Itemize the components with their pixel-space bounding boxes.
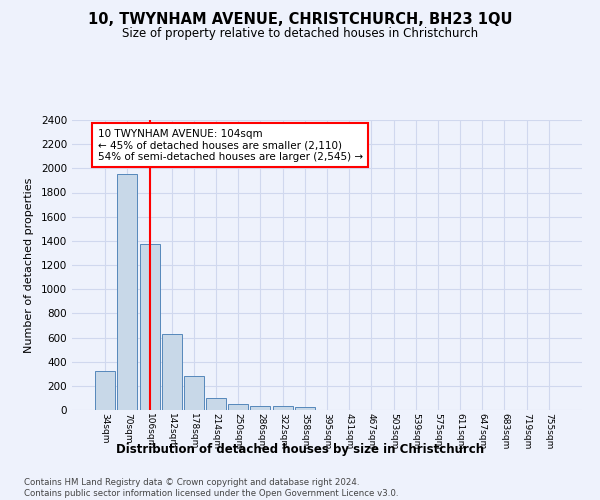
Bar [295, 408, 315, 410]
Text: 10 TWYNHAM AVENUE: 104sqm
← 45% of detached houses are smaller (2,110)
54% of se: 10 TWYNHAM AVENUE: 104sqm ← 45% of detac… [97, 128, 362, 162]
Bar [95, 372, 115, 410]
Text: Size of property relative to detached houses in Christchurch: Size of property relative to detached ho… [122, 28, 478, 40]
Bar [118, 174, 137, 410]
Bar [140, 244, 160, 410]
Text: Distribution of detached houses by size in Christchurch: Distribution of detached houses by size … [116, 442, 484, 456]
Bar [184, 376, 204, 410]
Bar [228, 404, 248, 410]
Bar [250, 406, 271, 410]
Bar [272, 406, 293, 410]
Y-axis label: Number of detached properties: Number of detached properties [24, 178, 34, 352]
Bar [162, 334, 182, 410]
Text: Contains HM Land Registry data © Crown copyright and database right 2024.
Contai: Contains HM Land Registry data © Crown c… [24, 478, 398, 498]
Bar [206, 398, 226, 410]
Text: 10, TWYNHAM AVENUE, CHRISTCHURCH, BH23 1QU: 10, TWYNHAM AVENUE, CHRISTCHURCH, BH23 1… [88, 12, 512, 28]
